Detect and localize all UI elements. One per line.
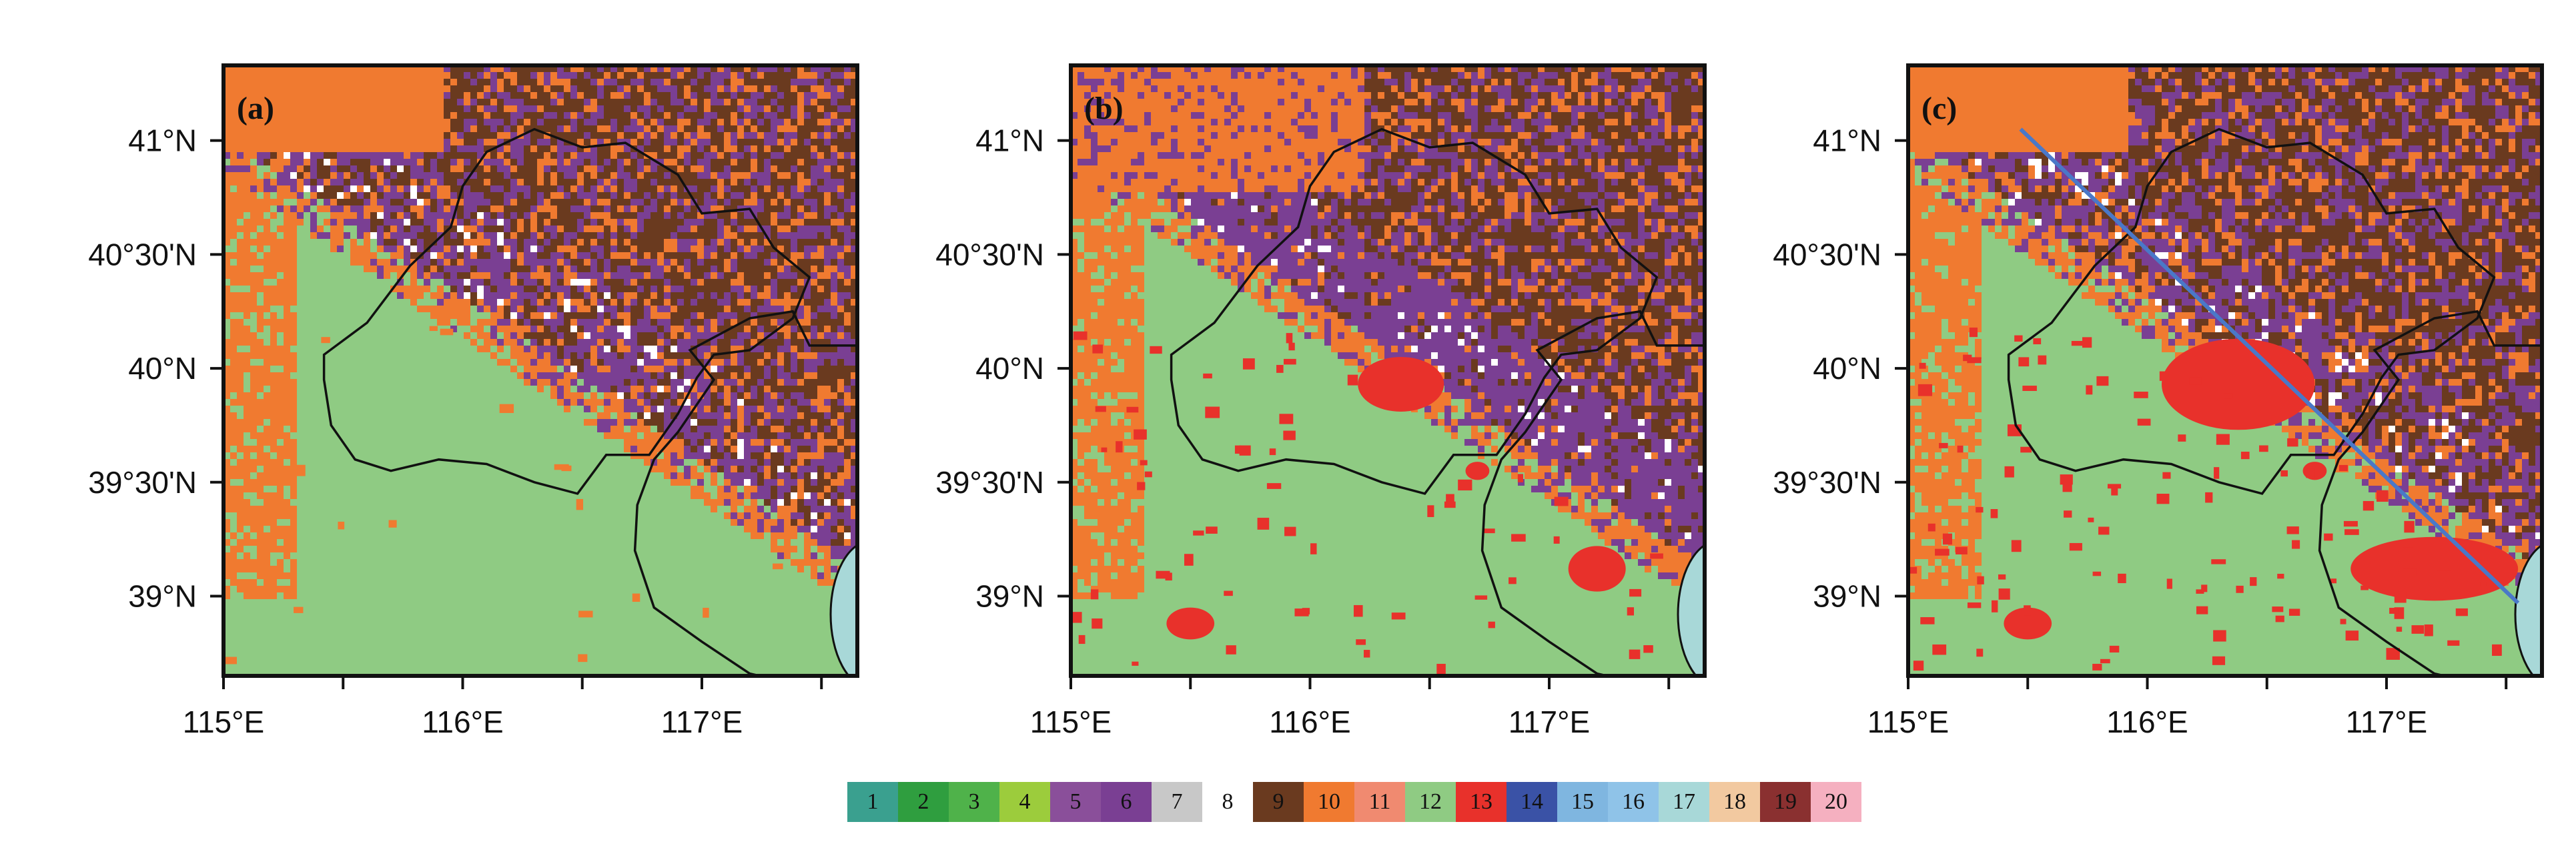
x-tick-label: 115°E <box>183 705 264 739</box>
y-tick-label: 41°N <box>975 123 1044 158</box>
y-tick-label: 41°N <box>1813 123 1881 158</box>
panel-tag: (c) <box>1921 91 1957 126</box>
transect-line <box>2019 127 2520 604</box>
legend-swatch: 18 <box>1709 782 1760 822</box>
legend-swatch: 6 <box>1101 782 1152 822</box>
x-tick-label: 117°E <box>661 705 743 739</box>
urban-area <box>1568 546 1626 592</box>
map-panel-c: 115°E 116°E 117°E 41°N 40°30'N 40°N 39°30'N 39°… <box>1685 0 2576 761</box>
map-panel-b: 115°E 116°E 117°E 41°N 40°30'N 40°N 39°30'N 39°… <box>847 0 1739 761</box>
y-tick-label: 40°30'N <box>935 237 1044 272</box>
y-tick-label: 40°N <box>128 351 197 386</box>
y-tick-label: 40°N <box>1813 351 1881 386</box>
bohai-sea <box>829 544 857 676</box>
legend-swatch: 1 <box>847 782 898 822</box>
bohai-sea <box>2514 544 2542 676</box>
map-svg: 115°E 116°E 117°E 41°N 40°30'N 40°N 39°30'N 39°… <box>935 63 1707 739</box>
map-svg: 115°E 116°E 117°E 41°N 40°30'N 40°N 39°30'N 39°… <box>88 63 859 739</box>
legend-swatch: 16 <box>1608 782 1659 822</box>
land-cover-legend: 1 2 3 4 5 6 7 8 9 10 11 12 13 14 15 16 17 18 19 20 <box>847 782 1861 822</box>
legend-swatch: 9 <box>1253 782 1304 822</box>
y-tick-label: 39°N <box>128 579 197 614</box>
y-tick-label: 39°30'N <box>935 465 1044 500</box>
legend-swatch: 17 <box>1659 782 1709 822</box>
legend-swatch: 20 <box>1811 782 1861 822</box>
panel-tag: (b) <box>1084 91 1124 126</box>
urban-area <box>2162 338 2315 430</box>
beijing-boundary <box>1170 127 1659 495</box>
map-panel-a: 115°E 116°E 117°E 41°N 40°30'N 40°N 39°30'N 39°… <box>0 0 891 761</box>
map-svg: 115°E 116°E 117°E 41°N 40°30'N 40°N 39°30'N 39°… <box>1773 63 2544 739</box>
map-frame <box>1069 63 1707 678</box>
urban-area <box>1166 607 1215 640</box>
legend-swatch: 4 <box>999 782 1050 822</box>
legend-swatch: 15 <box>1557 782 1608 822</box>
y-tick-label: 39°30'N <box>1773 465 1881 500</box>
x-tick-label: 117°E <box>2346 705 2427 739</box>
y-tick-label: 39°N <box>975 579 1044 614</box>
urban-area <box>2350 536 2519 601</box>
y-tick-label: 41°N <box>128 123 197 158</box>
legend-swatch: 19 <box>1760 782 1811 822</box>
x-tick-label: 116°E <box>2106 705 2188 739</box>
y-tick-label: 40°30'N <box>88 237 197 272</box>
legend-swatch: 2 <box>898 782 949 822</box>
legend-swatch: 14 <box>1507 782 1557 822</box>
urban-area <box>1358 357 1444 412</box>
x-tick-label: 116°E <box>422 705 503 739</box>
x-tick-label: 117°E <box>1509 705 1590 739</box>
beijing-boundary <box>322 127 811 495</box>
x-tick-label: 115°E <box>1030 705 1112 739</box>
urban-area <box>1465 462 1490 480</box>
legend-swatch: 7 <box>1152 782 1202 822</box>
map-frame <box>222 63 859 678</box>
tianjin-boundary <box>1480 310 1705 676</box>
legend-swatch: 8 <box>1202 782 1253 822</box>
y-tick-label: 39°30'N <box>88 465 197 500</box>
legend-swatch: 12 <box>1405 782 1456 822</box>
tianjin-boundary <box>633 310 857 676</box>
legend-swatch: 10 <box>1304 782 1354 822</box>
y-tick-label: 40°N <box>975 351 1044 386</box>
y-tick-label: 39°N <box>1813 579 1881 614</box>
x-tick-label: 116°E <box>1269 705 1350 739</box>
map-frame <box>1906 63 2544 678</box>
beijing-boundary <box>2007 127 2496 495</box>
legend-swatch: 3 <box>949 782 999 822</box>
y-tick-label: 40°30'N <box>1773 237 1881 272</box>
legend-swatch: 5 <box>1050 782 1101 822</box>
x-tick-label: 115°E <box>1867 705 1949 739</box>
urban-area <box>2004 607 2052 640</box>
legend-swatch: 11 <box>1354 782 1405 822</box>
legend-swatch: 13 <box>1456 782 1507 822</box>
bohai-sea <box>1677 544 1705 676</box>
panel-tag: (a) <box>237 91 274 126</box>
